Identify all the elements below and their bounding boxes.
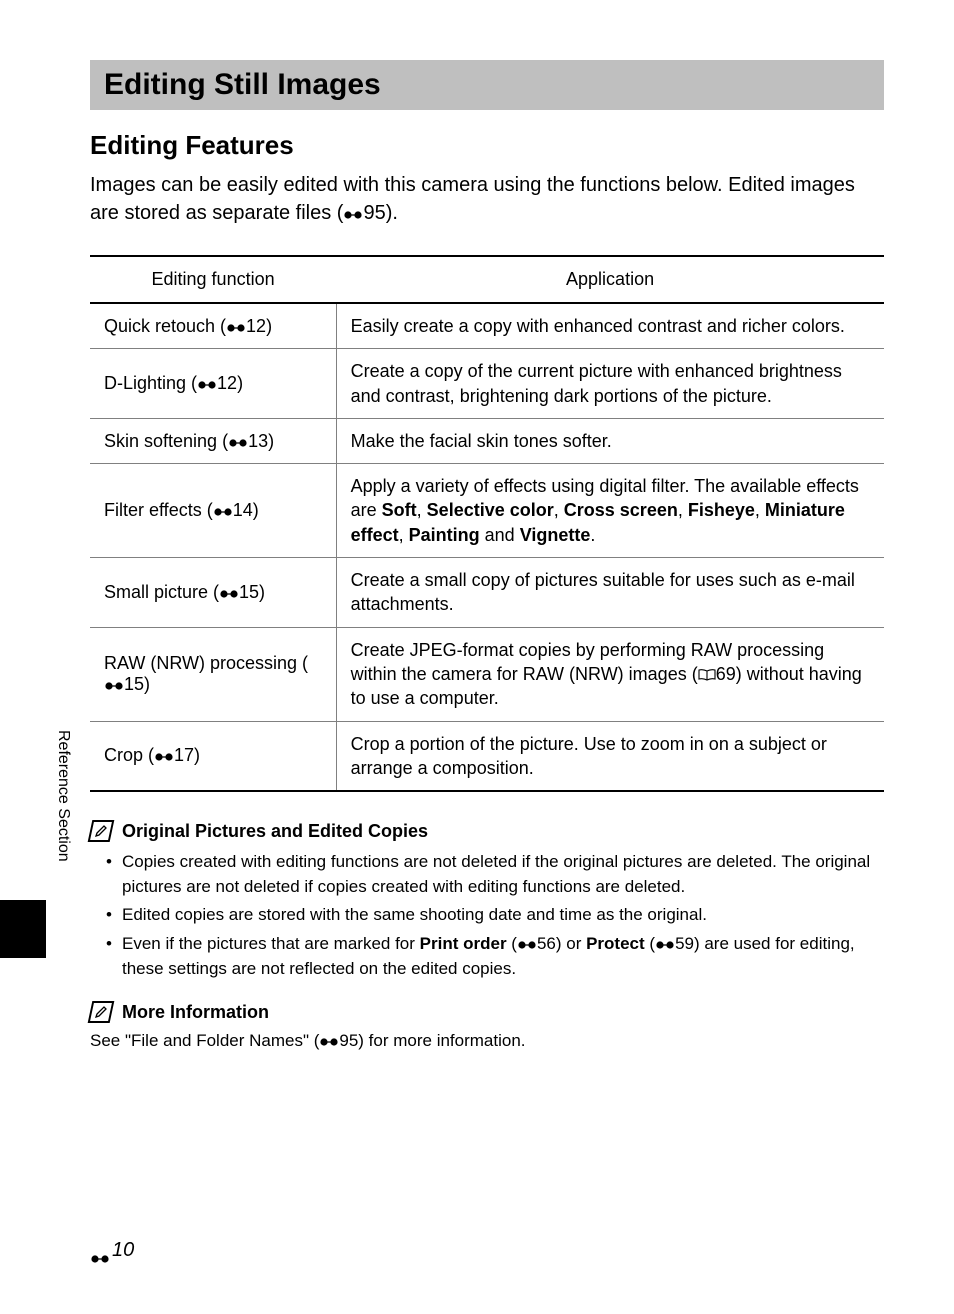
table-row: Crop (17)Crop a portion of the picture. … <box>90 721 884 791</box>
cell-function: RAW (NRW) processing (15) <box>90 627 336 721</box>
reference-icon <box>154 746 174 756</box>
reference-icon <box>655 933 675 943</box>
reference-icon <box>517 933 537 943</box>
note-title-text: Original Pictures and Edited Copies <box>122 821 428 842</box>
section-header: Editing Still Images <box>90 60 884 110</box>
list-item: Copies created with editing functions ar… <box>106 850 884 899</box>
col-header-function: Editing function <box>90 256 336 303</box>
more-info-text: See "File and Folder Names" (95) for mor… <box>90 1031 884 1051</box>
table-row: RAW (NRW) processing (15)Create JPEG-for… <box>90 627 884 721</box>
page-number: 10 <box>112 1239 134 1262</box>
table-row: Filter effects (14)Apply a variety of ef… <box>90 464 884 558</box>
reference-icon <box>228 432 248 442</box>
cell-application: Make the facial skin tones softer. <box>336 418 884 463</box>
reference-icon <box>213 501 233 511</box>
book-icon <box>698 663 716 675</box>
reference-icon <box>343 200 363 210</box>
reference-icon <box>226 317 246 327</box>
pencil-icon <box>88 1001 115 1023</box>
page-footer: 10 <box>90 1239 134 1262</box>
note-title-text: More Information <box>122 1002 269 1023</box>
intro-prefix: Images can be easily edited with this ca… <box>90 174 855 224</box>
cell-application: Create a copy of the current picture wit… <box>336 349 884 419</box>
intro-suffix: ). <box>386 202 398 224</box>
table-row: Small picture (15)Create a small copy of… <box>90 558 884 628</box>
note-original-copies: Original Pictures and Edited Copies Copi… <box>90 820 884 981</box>
note-list: Copies created with editing functions ar… <box>90 850 884 981</box>
cell-function: Filter effects (14) <box>90 464 336 558</box>
cell-function: Crop (17) <box>90 721 336 791</box>
reference-icon <box>197 374 217 384</box>
table-row: Skin softening (13)Make the facial skin … <box>90 418 884 463</box>
note-title: More Information <box>90 1001 884 1023</box>
list-item: Even if the pictures that are marked for… <box>106 932 884 981</box>
list-item: Edited copies are stored with the same s… <box>106 903 884 928</box>
table-header-row: Editing function Application <box>90 256 884 303</box>
editing-functions-table: Editing function Application Quick retou… <box>90 255 884 792</box>
table-row: Quick retouch (12)Easily create a copy w… <box>90 303 884 349</box>
cell-application: Create a small copy of pictures suitable… <box>336 558 884 628</box>
cell-function: Quick retouch (12) <box>90 303 336 349</box>
intro-ref-num: 95 <box>363 202 385 224</box>
side-section-label: Reference Section <box>54 730 72 862</box>
reference-icon <box>104 675 124 685</box>
cell-application: Apply a variety of effects using digital… <box>336 464 884 558</box>
reference-icon <box>219 583 239 593</box>
cell-function: D-Lighting (12) <box>90 349 336 419</box>
cell-application: Crop a portion of the picture. Use to zo… <box>336 721 884 791</box>
sub-heading: Editing Features <box>90 130 884 161</box>
note-title: Original Pictures and Edited Copies <box>90 820 884 842</box>
reference-icon <box>319 1032 339 1042</box>
cell-function: Skin softening (13) <box>90 418 336 463</box>
cell-function: Small picture (15) <box>90 558 336 628</box>
reference-icon <box>90 1247 110 1257</box>
col-header-application: Application <box>336 256 884 303</box>
side-black-tab <box>0 900 46 958</box>
pencil-icon <box>88 820 115 842</box>
cell-application: Easily create a copy with enhanced contr… <box>336 303 884 349</box>
table-row: D-Lighting (12)Create a copy of the curr… <box>90 349 884 419</box>
intro-paragraph: Images can be easily edited with this ca… <box>90 171 884 227</box>
note-more-info: More Information See "File and Folder Na… <box>90 1001 884 1051</box>
cell-application: Create JPEG-format copies by performing … <box>336 627 884 721</box>
